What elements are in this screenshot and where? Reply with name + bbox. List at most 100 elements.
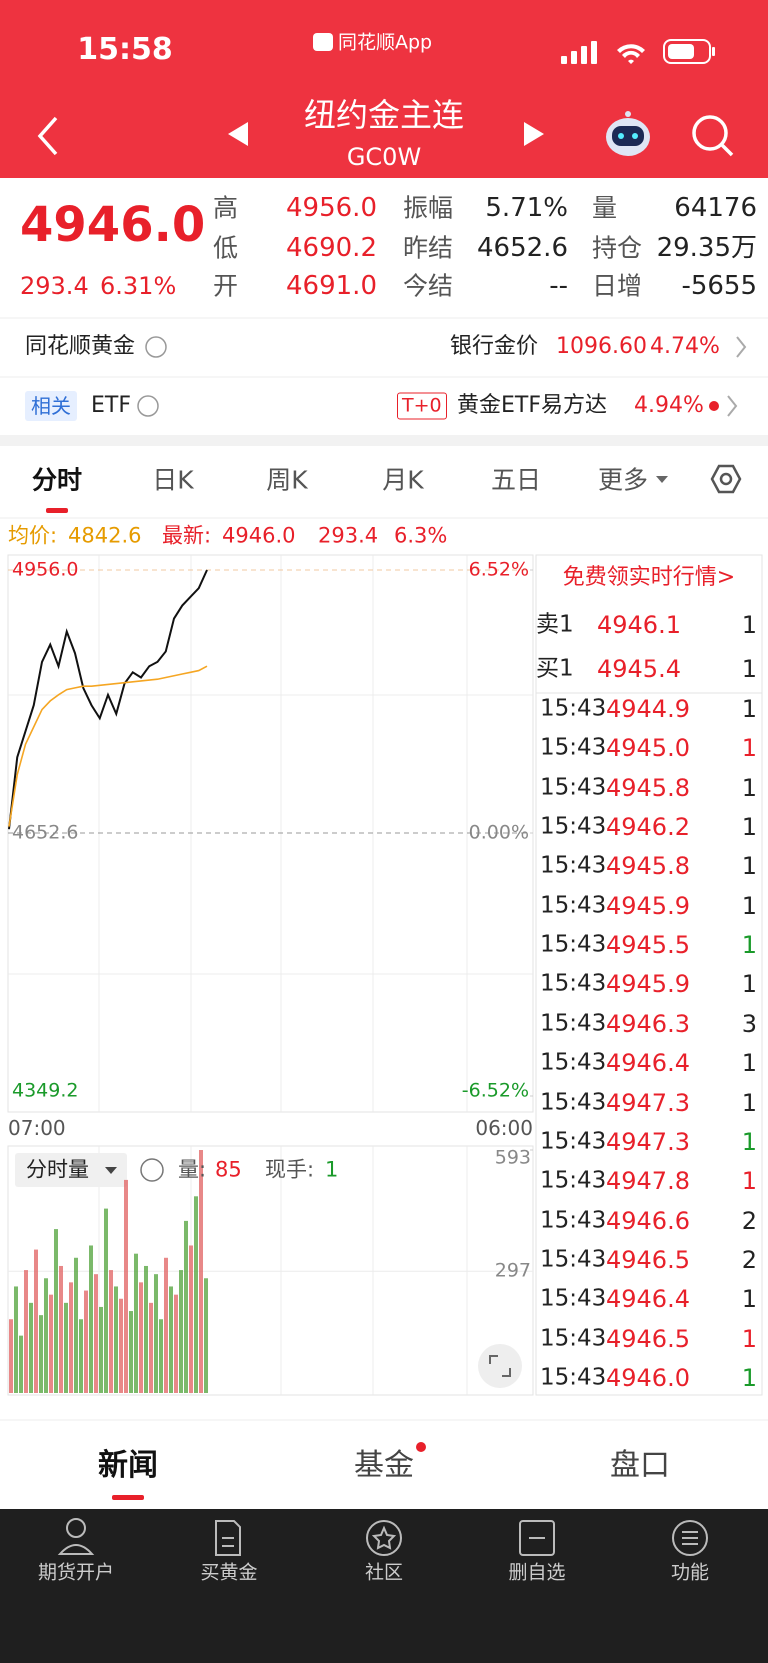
volume-bar (59, 1265, 63, 1393)
volume-bar (134, 1253, 138, 1393)
settings-icon (719, 472, 733, 486)
volume-bar (29, 1302, 33, 1393)
stat-value: 4690.2 (286, 233, 377, 263)
y-tick-label: 4652.6 (12, 821, 79, 844)
volume-bar (99, 1306, 103, 1393)
y-tick-label: 4349.2 (12, 1079, 79, 1102)
status-app: 同花顺App (338, 31, 433, 54)
more-caret[interactable] (656, 476, 668, 483)
volume-bar (109, 1270, 113, 1393)
search-icon[interactable] (692, 115, 734, 157)
trade-price: 4945.8 (606, 773, 690, 802)
stat-value: 4652.6 (477, 233, 568, 263)
trade-price: 4946.6 (606, 1206, 690, 1235)
stat-label: 开 (213, 271, 239, 301)
volume-bar (184, 1220, 188, 1393)
status-time: 15:58 (77, 32, 173, 67)
vol-value: 85 (215, 1157, 242, 1182)
volume-bar (79, 1319, 83, 1393)
trade-time: 15:43 (540, 970, 607, 997)
volume-dropdown[interactable] (15, 1153, 127, 1187)
etf-label: ETF (91, 393, 131, 418)
volume-label[interactable]: 分时量 (26, 1157, 89, 1182)
volume-bar (84, 1290, 88, 1393)
tab[interactable]: 五日 (490, 465, 542, 495)
level-price: 4946.1 (597, 611, 681, 639)
trade-qty: 2 (741, 1245, 757, 1274)
trade-qty: 1 (741, 970, 757, 999)
nav-icons (57, 1518, 708, 1556)
expand-button[interactable] (478, 1344, 522, 1388)
hand-label: 现手: (265, 1157, 315, 1182)
promo[interactable]: 免费领实时行情> (562, 565, 736, 590)
volume-bar (164, 1257, 168, 1393)
trade-time: 15:43 (540, 1364, 607, 1391)
trade-qty: 3 (741, 1009, 757, 1038)
avg-label: 均价: (8, 523, 58, 548)
stat-label: 昨结 (403, 233, 454, 263)
bottom-tab[interactable]: 新闻 (98, 1448, 158, 1483)
prev-icon[interactable] (228, 122, 248, 146)
trade-qty: 1 (741, 734, 757, 763)
volume-bar (104, 1208, 108, 1393)
nav-item[interactable]: 社区 (364, 1561, 404, 1584)
trade-qty: 1 (741, 1324, 757, 1353)
bottom-tab[interactable]: 盘口 (610, 1448, 670, 1483)
stat-label: 持仓 (592, 233, 643, 263)
tab-underline (112, 1495, 144, 1500)
help-icon[interactable] (137, 395, 159, 417)
volume-bar (24, 1270, 28, 1393)
level-price: 4945.4 (597, 655, 681, 683)
help-icon[interactable] (140, 1158, 164, 1182)
help-icon[interactable] (145, 336, 167, 358)
nav-item[interactable]: 期货开户 (37, 1561, 115, 1584)
trade-qty: 1 (741, 773, 757, 802)
level-label: 卖1 (536, 611, 574, 638)
trade-qty: 1 (741, 1127, 757, 1156)
volume-bar (189, 1245, 193, 1393)
trade-qty: 1 (741, 1049, 757, 1078)
volume-bar (124, 1179, 128, 1393)
next-icon[interactable] (524, 122, 544, 146)
tab[interactable]: 分时 (31, 465, 83, 495)
trade-time: 15:43 (540, 1325, 607, 1352)
bottom-tab[interactable]: 基金 (354, 1448, 414, 1483)
trade-time: 15:43 (540, 1285, 607, 1312)
y-tick-label: 593 (494, 1146, 531, 1169)
trade-price: 4946.3 (606, 1009, 690, 1038)
y2-tick-label: 0.00% (468, 821, 529, 844)
trade-time: 15:43 (540, 734, 607, 761)
stat-value: 5.71% (485, 193, 568, 223)
trade-qty: 1 (741, 852, 757, 881)
trade-time: 15:43 (540, 1167, 607, 1194)
y-tick-label: 4956.0 (12, 558, 79, 581)
stat-label: 振幅 (403, 193, 454, 223)
trade-price: 4945.9 (606, 970, 690, 999)
volume-bar (194, 1196, 198, 1393)
volume-bar (94, 1274, 98, 1393)
nav-item[interactable]: 买黄金 (200, 1561, 258, 1584)
back-icon[interactable] (37, 116, 58, 156)
trade-price: 4945.0 (606, 734, 690, 763)
y2-tick-label: 6.52% (468, 558, 529, 581)
nav-item[interactable]: 功能 (670, 1561, 710, 1584)
tab[interactable]: 月K (382, 465, 424, 495)
robot-icon[interactable] (606, 111, 650, 156)
stat-value: 64176 (674, 193, 757, 223)
volume-bar (129, 1311, 133, 1393)
tab[interactable]: 日K (152, 465, 194, 495)
settings-icon[interactable] (710, 464, 742, 494)
x-label: 06:00 (475, 1116, 533, 1140)
trade-qty: 2 (741, 1206, 757, 1235)
trade-qty: 1 (741, 695, 757, 723)
etf-fund[interactable]: 黄金ETF易方达 (457, 393, 607, 418)
trade-price: 4947.8 (606, 1167, 690, 1196)
trade-price: 4947.3 (606, 1127, 690, 1156)
tab[interactable]: 周K (266, 465, 308, 495)
stat-value: 4691.0 (286, 271, 377, 301)
last-value: 4946.0 (222, 523, 296, 548)
nav-item[interactable]: 删自选 (508, 1561, 566, 1584)
last-label: 最新: (162, 523, 212, 548)
tab[interactable]: 更多 (597, 465, 649, 495)
